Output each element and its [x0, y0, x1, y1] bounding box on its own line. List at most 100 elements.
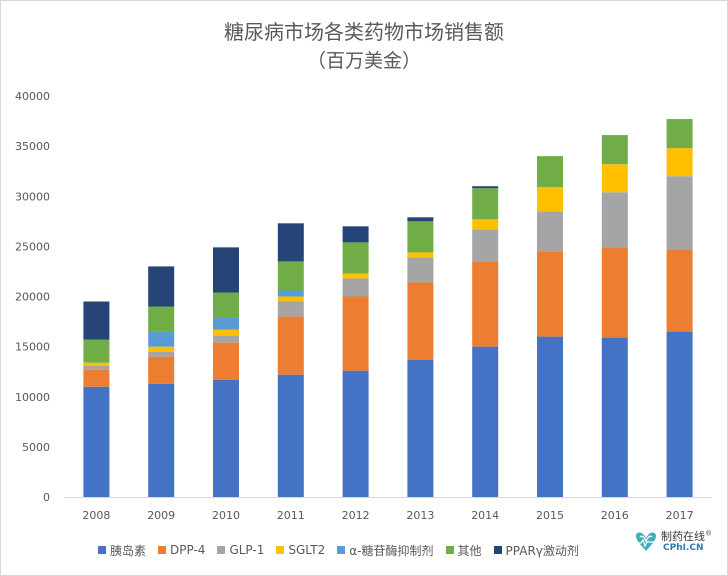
bar-segment-6 — [472, 188, 499, 220]
bar-segment-7 — [407, 217, 434, 222]
watermark-domain: CPhI.CN — [663, 543, 704, 553]
bar-segment-1 — [277, 374, 304, 497]
legend-swatch — [158, 546, 167, 554]
legend-swatch — [445, 546, 454, 554]
bar-segment-5 — [277, 290, 304, 297]
y-tick-label: 5000 — [22, 441, 50, 454]
y-tick-label: 20000 — [15, 291, 50, 304]
bar-segment-2 — [277, 316, 304, 375]
bar-segment-3 — [213, 335, 239, 343]
bar-segment-1 — [472, 346, 499, 497]
bar-segment-6 — [277, 261, 304, 291]
bar-segment-2 — [601, 247, 628, 338]
bar-segment-6 — [83, 339, 110, 363]
bar-segment-4 — [213, 329, 239, 336]
x-tick-label: 2012 — [342, 509, 370, 522]
x-tick-label: 2011 — [277, 509, 305, 522]
bar-segment-3 — [537, 211, 563, 252]
bar-segment-4 — [601, 164, 628, 193]
legend-item: 胰岛素 — [98, 542, 146, 559]
bar-segment-4 — [472, 219, 499, 230]
bar-segment-3 — [342, 278, 369, 297]
bar-segment-6 — [666, 119, 693, 149]
legend-label: α-糖苷酶抑制剂 — [349, 543, 434, 558]
bar-segment-1 — [83, 386, 110, 497]
bar-segment-3 — [148, 351, 175, 357]
x-tick-label: 2010 — [212, 509, 240, 522]
bar-segment-1 — [666, 331, 693, 497]
bar-segment-3 — [601, 192, 628, 248]
x-tick-label: 2008 — [82, 509, 110, 522]
y-tick-label: 0 — [43, 491, 50, 504]
bar-segment-5 — [148, 331, 175, 347]
x-tick-label: 2009 — [147, 509, 175, 522]
bar-segment-2 — [213, 342, 239, 380]
legend-item: DPP-4 — [158, 543, 205, 557]
bar-segment-7 — [213, 247, 239, 293]
bar-segment-2 — [472, 261, 499, 347]
bar-segment-4 — [83, 362, 110, 366]
y-tick-label: 25000 — [15, 240, 50, 253]
bar-segment-6 — [148, 306, 175, 332]
bar-segment-2 — [537, 251, 563, 337]
x-tick-label: 2017 — [666, 509, 694, 522]
bar-segment-2 — [342, 296, 369, 371]
y-tick-label: 40000 — [15, 90, 50, 103]
bar-segment-1 — [148, 383, 175, 497]
legend-item: SGLT2 — [276, 543, 325, 557]
bar-segment-6 — [407, 221, 434, 253]
bar-segment-4 — [537, 187, 563, 212]
bar-segment-4 — [407, 252, 434, 258]
legend-swatch — [276, 546, 285, 554]
bar-segment-2 — [148, 356, 175, 384]
bar-segment-4 — [342, 273, 369, 279]
legend-swatch — [337, 546, 346, 554]
legend-item: PPARγ激动剂 — [493, 542, 579, 559]
bar-segment-3 — [277, 301, 304, 317]
x-tick-label: 2013 — [406, 509, 434, 522]
bar-segment-7 — [277, 223, 304, 262]
bar-segment-6 — [537, 156, 563, 188]
legend-label: GLP-1 — [229, 543, 265, 557]
legend-swatch — [217, 546, 226, 554]
y-tick-label: 10000 — [15, 391, 50, 404]
bar-segment-7 — [342, 226, 369, 243]
legend-swatch — [493, 546, 502, 554]
bar-segment-3 — [666, 176, 693, 250]
chart-legend: 胰岛素 DPP-4 GLP-1 SGLT2 α-糖苷酶抑制剂 其他 PPARγ激动剂 — [98, 540, 591, 560]
bar-segment-7 — [148, 266, 175, 307]
legend-label: PPARγ激动剂 — [505, 543, 579, 558]
bar-segment-4 — [277, 296, 304, 302]
bar-segment-6 — [601, 135, 628, 165]
x-tick-label: 2014 — [471, 509, 499, 522]
bar-segment-5 — [213, 317, 239, 330]
legend-item: GLP-1 — [217, 543, 264, 557]
heart-logo-icon — [635, 532, 657, 551]
bar-segment-1 — [213, 379, 239, 497]
x-tick-label: 2015 — [536, 509, 564, 522]
y-tick-label: 15000 — [15, 341, 50, 354]
bar-segment-1 — [537, 336, 563, 497]
bar-segment-1 — [407, 359, 434, 497]
y-tick-label: 35000 — [15, 140, 50, 153]
y-tick-label: 30000 — [15, 190, 50, 203]
bar-segment-3 — [83, 365, 110, 370]
bar-segment-2 — [407, 282, 434, 360]
bar-segment-6 — [342, 242, 369, 274]
bar-segment-1 — [342, 370, 369, 497]
legend-label: 其他 — [457, 543, 482, 558]
bar-segment-4 — [666, 148, 693, 177]
legend-item: 其他 — [445, 542, 482, 559]
cphi-watermark: 制药在线® CPhI.CN — [633, 526, 725, 560]
bar-segment-2 — [83, 369, 110, 387]
bar-segment-6 — [213, 292, 239, 318]
bar-segment-1 — [601, 337, 628, 497]
bar-segment-7 — [472, 186, 499, 189]
bar-segment-2 — [666, 249, 693, 332]
chart-subtitle: （百万美金） — [306, 50, 421, 72]
legend-item: α-糖苷酶抑制剂 — [337, 542, 434, 559]
chart-title: 糖尿病市场各类药物市场销售额 — [224, 20, 504, 44]
bar-segment-3 — [407, 257, 434, 283]
x-tick-label: 2016 — [601, 509, 629, 522]
